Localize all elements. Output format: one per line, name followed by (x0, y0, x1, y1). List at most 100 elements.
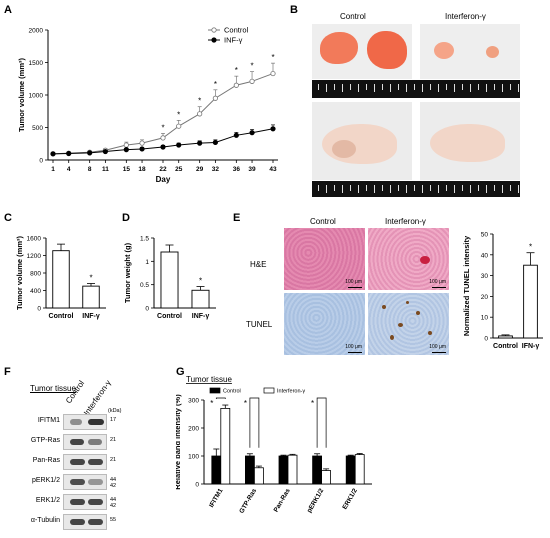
x-tick-label: 11 (102, 166, 109, 173)
blot-band (70, 499, 85, 505)
significance-marker: * (198, 97, 201, 106)
volume-y-label: Tumor volume (mm³) (15, 235, 24, 310)
tumor-weight-bar-chart: 0 0.5 1 1.5 Tumor weight (g) Control INF-γ * (123, 236, 216, 320)
control-mouse-photo (312, 102, 412, 180)
blot-band-strip (63, 474, 107, 490)
apoptotic-cell (398, 323, 403, 327)
ruler-tick (398, 84, 399, 90)
scale-bar (432, 351, 446, 353)
apoptotic-cell (428, 331, 432, 335)
data-point (233, 132, 239, 138)
data-point (87, 150, 93, 156)
ruler-tick (486, 84, 487, 92)
blot-band (70, 419, 82, 425)
blot-row: IFITM1 17 (0, 414, 175, 430)
series-line-1 (52, 128, 274, 155)
tunel-intensity-bar-chart: 0 10 20 30 40 50 Normalized TUNEL intensity Con… (462, 232, 543, 350)
ruler-tick (478, 84, 479, 90)
ifn-tumor-photo (420, 24, 520, 79)
x-tick-label: Control (493, 343, 518, 350)
ruler-tick (358, 84, 359, 92)
significance-marker: * (210, 399, 213, 408)
blot-row: ERK1/2 44 42 (0, 494, 175, 510)
legend-swatch (263, 387, 275, 394)
panel-label-f: F (4, 366, 11, 378)
ruler-tick (374, 185, 375, 193)
scale-bar-label: 100 μm (429, 344, 446, 350)
ruler-tick (510, 84, 511, 90)
blot-band-strip (63, 454, 107, 470)
hemorrhage-spot (420, 256, 430, 264)
mouse-body (430, 124, 505, 162)
tumor-tissue-title: Tumor tissue (30, 384, 76, 393)
bar-IFN-γ (523, 264, 538, 339)
data-point (102, 148, 108, 155)
blot-kda-label: 17 (110, 417, 117, 423)
blot-protein-label: ERK1/2 (35, 497, 60, 504)
ruler-tick (350, 185, 351, 191)
blot-band (70, 479, 85, 485)
x-tick-label: IFITM1 (208, 487, 225, 509)
ruler-tick (510, 185, 511, 191)
ruler-tick (462, 84, 463, 90)
ruler-tick (462, 185, 463, 191)
growth-y-label: Tumor volume (mm³) (17, 57, 26, 132)
y-tick-label: 500 (32, 125, 43, 132)
bar-IFITM1-0 (211, 455, 222, 485)
ruler-tick (518, 185, 519, 193)
scale-bar (348, 286, 362, 288)
ruler-tick (366, 84, 367, 90)
series-line-0 (52, 73, 274, 155)
ruler-tick (334, 84, 335, 90)
x-tick-label: 4 (67, 166, 71, 173)
bar-pERK1/2-0 (312, 455, 323, 485)
bar-Control (160, 251, 179, 309)
y-tick-label: 0 (145, 306, 149, 313)
bar-Pan-Ras-0 (278, 455, 289, 485)
y-tick-label: 30 (481, 273, 489, 280)
tumor-growth-line-chart: 0 500 1000 1500 2000 Tumor volume (mm³) 1 4 8 11 1… (17, 26, 278, 184)
bar-Control (498, 335, 513, 339)
blot-protein-label: Pan-Ras (32, 457, 60, 464)
x-tick-label: 32 (212, 166, 220, 173)
significance-marker: * (177, 110, 180, 119)
ruler-tick (414, 185, 415, 191)
data-point (139, 140, 145, 146)
blot-protein-label: α-Tubulin (30, 517, 60, 524)
significance-marker: * (311, 399, 314, 408)
ruler-tick (382, 84, 383, 90)
panel-label-e: E (233, 212, 241, 224)
x-tick-label: 43 (269, 166, 277, 173)
ruler-tick (486, 185, 487, 193)
ruler-tick (342, 185, 343, 193)
x-tick-label: Control (49, 313, 74, 320)
legend-label: Interferon-γ (277, 389, 305, 395)
blot-band-strip (63, 414, 107, 430)
tunel-control-image: 100 μm (284, 293, 365, 355)
x-tick-label: 8 (88, 166, 92, 173)
scale-bar-label: 100 μm (345, 279, 362, 285)
tumor-on-mouse (332, 140, 356, 158)
ruler-tick (374, 84, 375, 92)
data-point (123, 142, 129, 148)
growth-x-label: Day (156, 175, 171, 184)
data-point (270, 126, 276, 132)
ruler (312, 80, 520, 98)
y-tick-label: 400 (30, 288, 41, 295)
he-ifn-image: 100 μm (368, 228, 449, 290)
blot-band (88, 419, 104, 425)
y-tick-label: 0.5 (140, 282, 149, 289)
ruler-tick (342, 84, 343, 92)
bar-INF-γ (191, 289, 210, 309)
tunel-row-label: TUNEL (246, 320, 273, 329)
panel-label-b: B (290, 4, 298, 16)
panel-b-control-label: Control (340, 12, 366, 21)
x-tick-label: 25 (175, 166, 183, 173)
x-tick-label: ERK1/2 (341, 487, 359, 511)
data-point (197, 140, 203, 146)
ruler-tick (454, 84, 455, 92)
y-tick-label: 0 (39, 158, 43, 165)
x-tick-label: Pan-Ras (273, 487, 292, 513)
x-tick-label: 22 (159, 166, 167, 173)
